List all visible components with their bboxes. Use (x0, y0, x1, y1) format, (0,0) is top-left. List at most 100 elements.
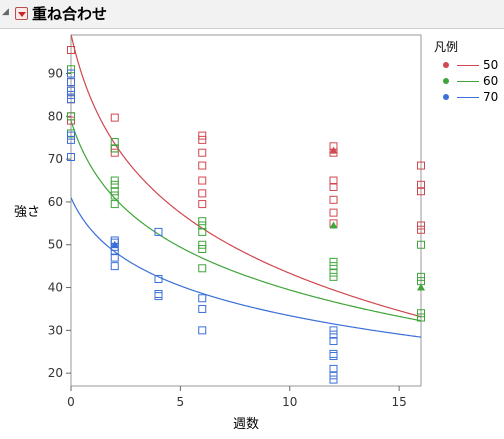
data-point-50 (417, 187, 425, 196)
fit-curve-70 (71, 197, 421, 338)
data-point-60 (198, 264, 207, 273)
data-point-50 (198, 161, 207, 170)
legend-line-icon (457, 97, 479, 98)
data-point-50 (198, 131, 207, 140)
legend-line-icon (457, 65, 479, 66)
report-title: 重ね合わせ (32, 5, 108, 23)
data-point-60 (110, 200, 119, 209)
data-point-50 (417, 161, 425, 170)
data-point-70 (67, 95, 75, 104)
data-point-70 (67, 90, 75, 99)
data-point-60 (329, 257, 338, 266)
marker-point-60 (417, 283, 425, 291)
data-point-50 (110, 148, 119, 157)
data-point-60 (329, 268, 338, 277)
data-point-70 (67, 135, 75, 144)
data-point-70 (329, 352, 338, 361)
y-tick-label: 30 (48, 323, 63, 337)
outline-header: ◢ 重ね合わせ (0, 0, 504, 29)
red-triangle-menu-icon[interactable] (15, 7, 28, 20)
data-point-50 (198, 200, 207, 209)
data-point-50 (67, 116, 75, 125)
plot-frame (70, 34, 422, 387)
data-point-60 (198, 217, 207, 226)
marker-point-50 (329, 146, 338, 154)
marker-point-60 (329, 221, 338, 229)
data-point-60 (110, 138, 119, 147)
data-point-60 (198, 240, 207, 249)
y-tick-label: 40 (48, 281, 63, 295)
data-point-50 (329, 195, 338, 204)
legend-dot-icon (443, 62, 449, 68)
legend-label: 60 (483, 74, 499, 88)
data-point-70 (67, 78, 75, 87)
legend-title: 凡例 (434, 40, 459, 54)
y-tick-label: 90 (48, 67, 63, 81)
data-point-50 (329, 182, 338, 191)
disclosure-triangle-icon[interactable]: ◢ (2, 7, 9, 17)
data-point-60 (329, 262, 338, 271)
data-point-60 (110, 187, 119, 196)
x-tick-label: 10 (282, 395, 297, 409)
data-point-70 (67, 152, 75, 161)
data-point-60 (417, 313, 425, 322)
legend-label: 50 (483, 58, 499, 72)
data-point-70 (329, 337, 338, 346)
data-point-70 (154, 227, 163, 236)
data-point-70 (67, 69, 75, 78)
x-tick-label: 5 (177, 395, 185, 409)
data-point-70 (154, 274, 163, 283)
data-point-60 (198, 245, 207, 254)
legend-label: 70 (483, 90, 499, 104)
data-point-50 (198, 148, 207, 157)
data-point-50 (67, 45, 75, 54)
data-point-60 (198, 221, 207, 230)
data-point-60 (329, 272, 338, 281)
data-point-70 (329, 326, 338, 335)
data-point-50 (329, 208, 338, 217)
y-tick-label: 70 (48, 152, 63, 166)
data-point-70 (329, 375, 338, 384)
data-point-60 (198, 227, 207, 236)
data-point-70 (67, 131, 75, 140)
marker-point-70 (110, 240, 119, 248)
data-point-50 (198, 135, 207, 144)
data-point-70 (110, 262, 119, 271)
data-point-70 (329, 330, 338, 339)
data-point-60 (110, 176, 119, 185)
fit-curve-60 (71, 120, 421, 322)
data-point-50 (417, 180, 425, 189)
data-point-50 (417, 225, 425, 234)
y-tick-label: 80 (48, 109, 63, 123)
y-tick-label: 20 (48, 366, 63, 380)
data-point-50 (110, 113, 119, 122)
data-point-70 (67, 86, 75, 95)
data-point-50 (198, 189, 207, 198)
data-point-60 (417, 272, 425, 281)
data-point-50 (329, 176, 338, 185)
data-point-60 (110, 144, 119, 153)
data-point-60 (67, 65, 75, 74)
legend-dot-icon (443, 78, 449, 84)
y-tick-label: 50 (48, 238, 63, 252)
data-point-70 (110, 253, 119, 262)
y-tick-label: 60 (48, 195, 63, 209)
data-point-60 (110, 191, 119, 200)
data-point-70 (198, 294, 207, 303)
x-axis-label: 週数 (233, 417, 259, 432)
legend-line-icon (457, 81, 479, 82)
legend-dot-icon (443, 94, 449, 100)
x-tick-label: 0 (67, 395, 75, 409)
y-axis-label: 強さ (14, 205, 40, 220)
data-point-60 (110, 180, 119, 189)
data-point-50 (417, 221, 425, 230)
data-point-60 (67, 112, 75, 121)
data-point-50 (198, 176, 207, 185)
data-point-70 (329, 371, 338, 380)
data-point-70 (198, 304, 207, 313)
data-point-60 (417, 240, 425, 249)
data-point-70 (154, 292, 163, 301)
data-point-70 (329, 364, 338, 373)
fit-curve-50 (71, 35, 421, 318)
